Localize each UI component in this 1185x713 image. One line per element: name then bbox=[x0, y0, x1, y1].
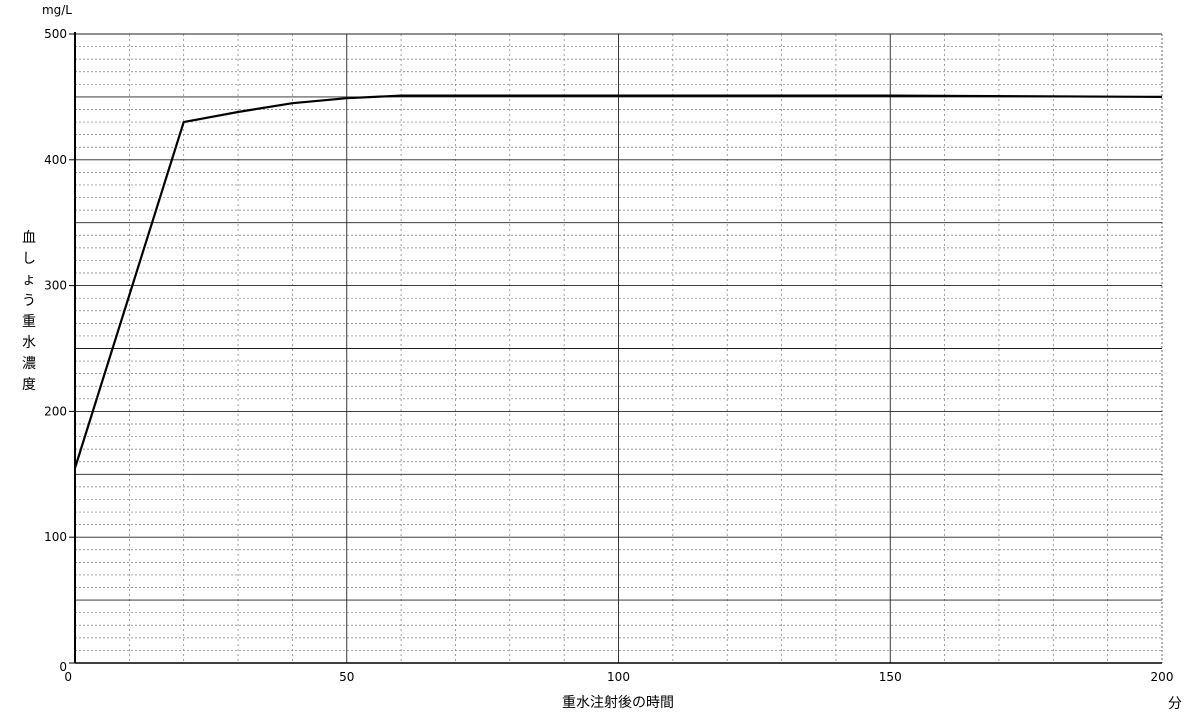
grid-major bbox=[75, 33, 1162, 663]
axes bbox=[74, 32, 1163, 664]
y-tick-label: 400 bbox=[44, 153, 67, 167]
x-tick-label: 100 bbox=[607, 670, 630, 684]
series-group bbox=[73, 94, 1163, 469]
y-tick-label: 500 bbox=[44, 27, 67, 41]
x-axis-title: 重水注射後の時間 bbox=[562, 695, 674, 711]
y-tick-label: 300 bbox=[44, 279, 67, 293]
y-axis-title: 血しょう重水濃度 bbox=[22, 230, 36, 393]
y-tick-label: 100 bbox=[44, 530, 67, 544]
y-unit-label: mg/L bbox=[42, 3, 72, 17]
x-tick-label: 150 bbox=[879, 670, 902, 684]
series-line-0 bbox=[73, 94, 1163, 469]
tick-labels: 0 100 200 300 400 500 0 50 100 150 200 bbox=[44, 27, 1173, 684]
x-tick-label: 50 bbox=[339, 670, 354, 684]
x-tick-label: 0 bbox=[64, 670, 72, 684]
y-tick-label: 200 bbox=[44, 404, 67, 418]
x-unit-label: 分 bbox=[1168, 696, 1182, 712]
x-tick-label: 200 bbox=[1151, 670, 1174, 684]
y-tick-label: 0 bbox=[59, 660, 67, 674]
grid-minor bbox=[75, 34, 1162, 663]
